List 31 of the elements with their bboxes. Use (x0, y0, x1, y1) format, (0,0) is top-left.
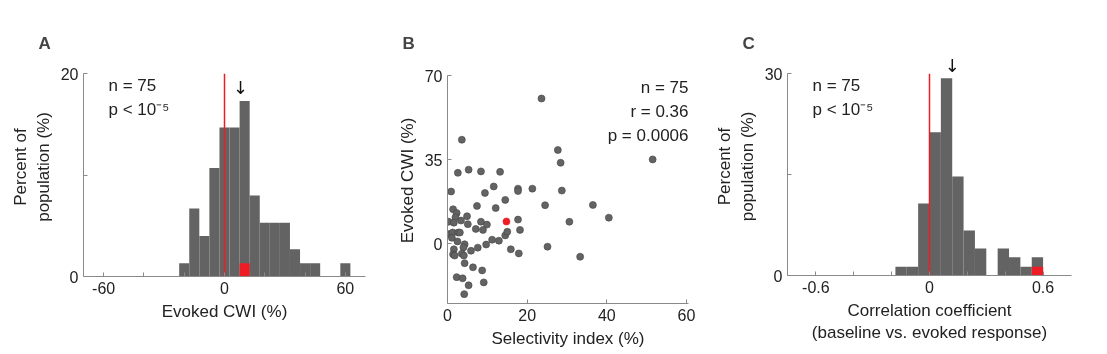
y-axis-title: Percent of population (%) (714, 111, 757, 222)
x-tick-label: 20 (518, 306, 537, 324)
x-axis-title: Selectivity index (%) (491, 328, 645, 348)
x-tick-label: 60 (677, 306, 696, 324)
chart-title: A (38, 33, 51, 53)
annotation: p < 10⁻⁵ (812, 99, 874, 119)
x-tick-label: -0.6 (802, 278, 830, 296)
chart-title: B (402, 33, 415, 53)
y-tick-label: 35 (424, 151, 443, 169)
annotation: n = 75 (812, 75, 861, 95)
annotation: ↓ (944, 55, 960, 77)
x-tick-label: 0 (220, 279, 230, 297)
annotation: n = 75 (108, 75, 157, 95)
x-tick-label: -60 (92, 279, 116, 297)
x-tick-label: 40 (597, 306, 616, 324)
y-tick-label: 70 (424, 67, 443, 85)
x-tick-label: 60 (336, 279, 355, 297)
chart-title: C (742, 33, 755, 53)
y-axis-title: Percent of population (%) (10, 112, 53, 222)
y-tick-label: 0 (433, 235, 443, 253)
annotation: p = 0.0006 (607, 125, 689, 145)
annotation: ↓ (233, 77, 249, 99)
annotation: p < 10⁻⁵ (108, 99, 170, 119)
x-tick-label: 0 (925, 278, 935, 296)
annotation: r = 0.36 (630, 101, 689, 121)
y-axis-title: Evoked CWI (%) (397, 117, 417, 244)
x-tick-label: 0.6 (1031, 278, 1055, 296)
x-axis-title: Evoked CWI (%) (161, 301, 288, 321)
x-axis-title: Correlation coefficient (baseline vs. evoked response) (811, 300, 1048, 343)
y-tick-label: 30 (764, 65, 783, 83)
annotation: n = 75 (640, 77, 689, 97)
